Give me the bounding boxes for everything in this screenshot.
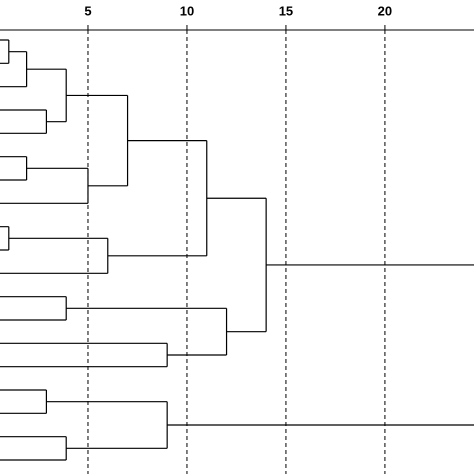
x-tick-label: 20 — [378, 3, 392, 18]
x-tick-label: 10 — [180, 3, 194, 18]
x-tick-label: 5 — [84, 3, 91, 18]
x-tick-label: 15 — [279, 3, 293, 18]
